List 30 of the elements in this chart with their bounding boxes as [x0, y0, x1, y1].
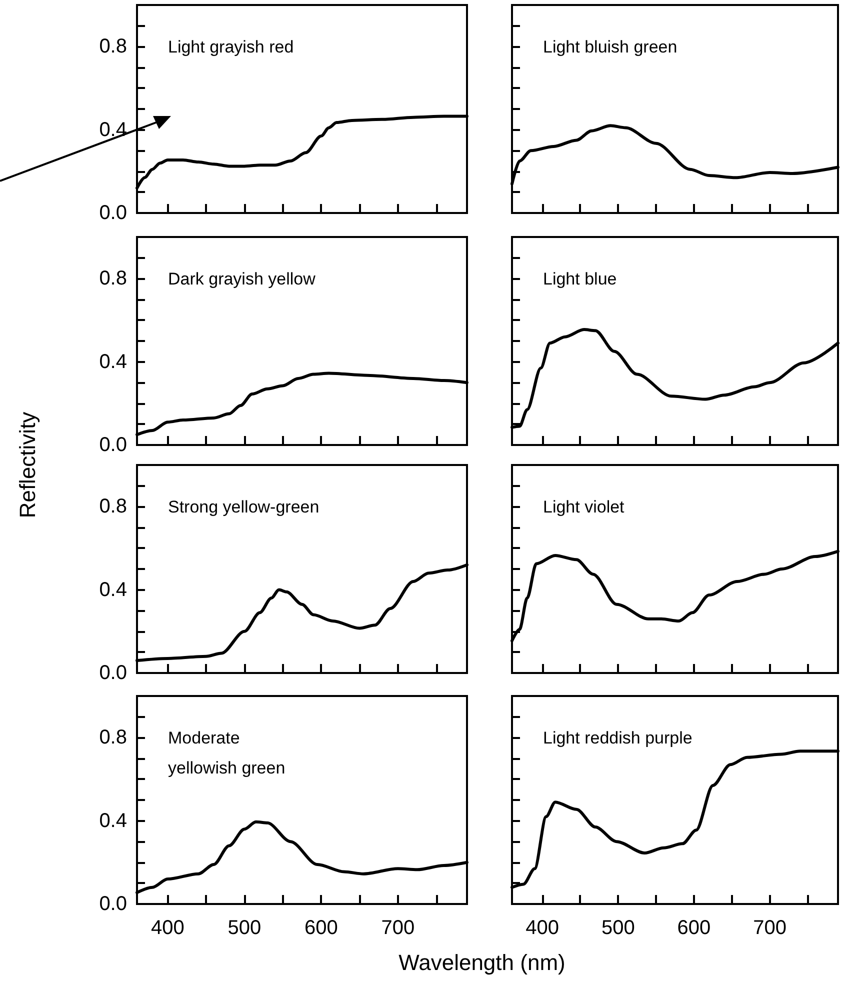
- x-tick-label: 500: [601, 917, 635, 939]
- y-tick-label: 0.0: [99, 434, 127, 456]
- text: Light grayish red: [168, 38, 294, 56]
- y-tick-label: 0.8: [99, 268, 127, 290]
- y-tick-label: 0.4: [99, 118, 127, 141]
- x-tick-label: 600: [304, 917, 338, 939]
- y-tick-label: 0.8: [99, 36, 127, 58]
- x-axis-title: Wavelength (nm): [398, 950, 566, 976]
- text: Light violet: [543, 498, 625, 516]
- x-tick-label: 400: [526, 917, 560, 939]
- text: Light blue: [543, 270, 617, 288]
- y-tick-label: 0.4: [99, 578, 127, 601]
- x-tick-label: 500: [228, 917, 262, 939]
- y-tick-label: 0.0: [99, 893, 127, 915]
- text: Moderate yellowish green: [168, 728, 286, 778]
- y-axis-title: Reflectivity: [15, 412, 41, 518]
- x-tick-label: 400: [151, 917, 184, 939]
- text: Strong yellow-green: [168, 498, 320, 516]
- x-tick-label: 700: [381, 917, 415, 939]
- y-tick-label: 0.8: [99, 726, 127, 749]
- text: Light bluish green: [543, 38, 678, 56]
- text: Dark grayish yellow: [168, 270, 316, 288]
- y-tick-label: 0.0: [99, 202, 127, 224]
- y-tick-label: 0.4: [99, 810, 127, 832]
- y-tick-label: 0.0: [99, 662, 127, 684]
- y-tick-label: 0.8: [99, 496, 127, 518]
- y-tick-label: 0.4: [99, 350, 127, 373]
- text: Light reddish purple: [543, 728, 692, 748]
- x-tick-label: 700: [753, 917, 786, 939]
- x-tick-label: 600: [677, 917, 711, 939]
